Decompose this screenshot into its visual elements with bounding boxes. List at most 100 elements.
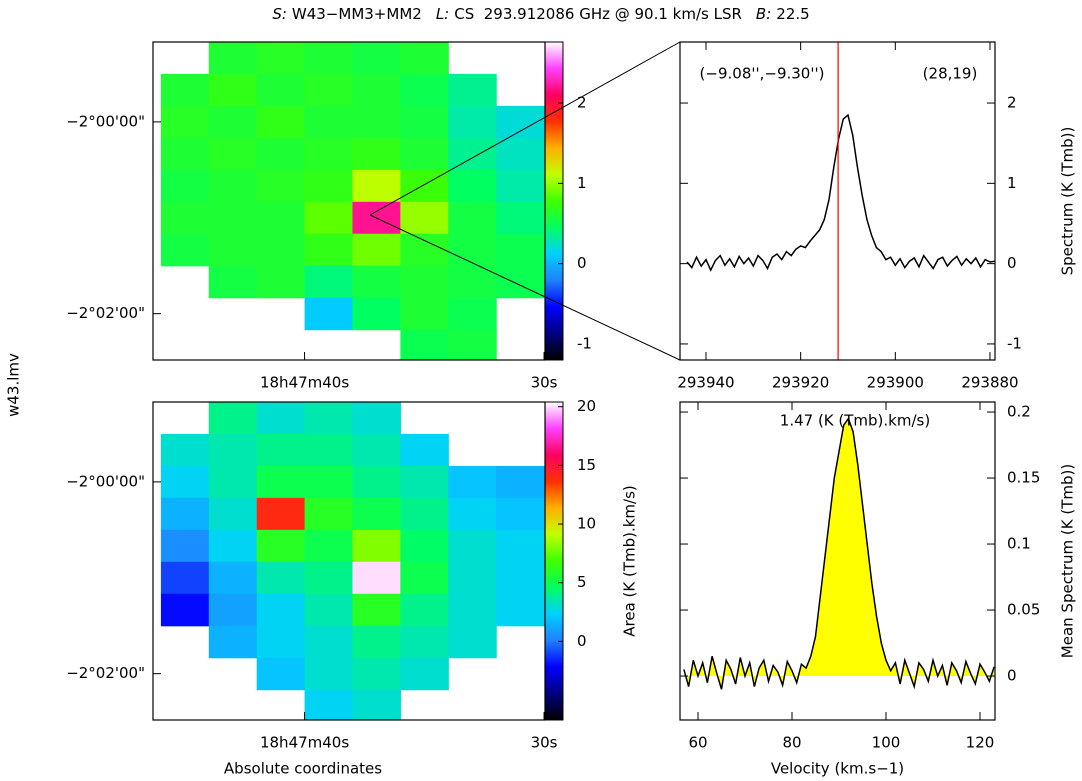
map-cell (448, 169, 497, 203)
map-cell (400, 433, 449, 467)
colorbar-label: Area (K (Tmb).km/s) (621, 485, 639, 637)
map-cell (352, 433, 401, 467)
map-cell (400, 625, 449, 659)
x-tick-label: 293940 (677, 374, 734, 392)
map-cell (304, 625, 354, 659)
colorbar-tick-label: 5 (577, 573, 587, 591)
y-tick-label: 0.15 (1007, 469, 1040, 487)
map-cell (208, 201, 258, 235)
map-cell (352, 169, 401, 203)
map-cell (352, 73, 401, 107)
y-tick-label: −2°02'00" (66, 304, 145, 322)
x-tick-label: 80 (782, 734, 801, 752)
map-cell (304, 42, 354, 75)
map-cell (304, 105, 354, 139)
y-tick-label: -1 (1007, 334, 1022, 352)
map-cell (400, 105, 449, 139)
y-tick-label: −2°02'00" (66, 664, 145, 682)
map-cell (256, 625, 306, 659)
map-cell (400, 73, 449, 107)
map-cell (352, 297, 401, 331)
x-tick-label: 30s (531, 734, 558, 752)
map-cell (208, 465, 258, 499)
map-cell (256, 529, 306, 563)
x-axis-label: Absolute coordinates (224, 760, 382, 778)
map-cell (208, 497, 258, 531)
map-cell (256, 265, 306, 299)
y-tick-label: 1 (1007, 174, 1017, 192)
map-cell (352, 625, 401, 659)
map-cell (160, 433, 210, 467)
colorbar-tick-label: 2 (577, 94, 587, 112)
map-cell (256, 233, 306, 267)
y-tick-label: 0 (1007, 667, 1017, 685)
x-axis-label: Velocity (km.s−1) (771, 760, 904, 778)
map-cell (352, 657, 401, 691)
x-tick-label: 293880 (961, 374, 1018, 392)
map-cell (400, 657, 449, 691)
map-cell (208, 137, 258, 171)
plot-area (160, 402, 545, 720)
connector-line (369, 214, 681, 361)
map-cell (448, 265, 497, 299)
map-cell (448, 105, 497, 139)
map-cell (256, 402, 306, 435)
map-cell (352, 465, 401, 499)
title-key: L: (436, 5, 449, 23)
map-cell (352, 105, 401, 139)
map-cell (448, 593, 497, 627)
map-cell (448, 73, 497, 107)
map-cell (400, 329, 449, 360)
map-cell (352, 529, 401, 563)
map-cell (400, 497, 449, 531)
y-tick-label: 0 (1007, 254, 1017, 272)
map-cell (400, 529, 449, 563)
y-tick-label: 0.05 (1007, 601, 1040, 619)
spectrum-line (686, 113, 995, 272)
map-cell (400, 42, 449, 75)
map-cell (304, 593, 354, 627)
colorbar-tick-label: 1 (577, 174, 587, 192)
map-cell (304, 465, 354, 499)
map-cell (496, 561, 545, 595)
map-cell (352, 593, 401, 627)
map-cell (256, 433, 306, 467)
map-cell (352, 233, 401, 267)
colorbar (544, 41, 564, 361)
y-tick-label: −2°00'00" (66, 472, 145, 490)
map-cell (496, 465, 545, 499)
map-cell (256, 169, 306, 203)
colorbar-tick-label: 20 (577, 397, 596, 415)
map-cell (448, 297, 497, 331)
map-cell (256, 73, 306, 107)
connector-line (369, 41, 681, 216)
x-tick-label: 293900 (867, 374, 924, 392)
map-cell (304, 529, 354, 563)
x-tick-label: 120 (966, 734, 995, 752)
map-cell (256, 657, 306, 691)
map-cell (304, 657, 354, 691)
colorbar-tick-label: 10 (577, 515, 596, 533)
side-label: w43.lmv (5, 353, 23, 417)
map-cell (304, 497, 354, 531)
map-cell (304, 73, 354, 107)
map-cell (160, 73, 210, 107)
map-cell (448, 201, 497, 235)
plot-frame (152, 41, 546, 361)
map-cell (352, 137, 401, 171)
map-cell (256, 497, 306, 531)
map-cell (352, 42, 401, 75)
map-cell (352, 265, 401, 299)
map-cell (256, 201, 306, 235)
map-cell (160, 529, 210, 563)
y-axis-label: Spectrum (K (Tmb)) (1059, 127, 1077, 276)
map-cell (448, 497, 497, 531)
y-tick-label: −2°00'00" (66, 112, 145, 130)
x-tick-label: 18h47m40s (260, 374, 349, 392)
map-cell (400, 593, 449, 627)
colorbar-tick-label: -1 (577, 334, 592, 352)
map-cell (304, 402, 354, 435)
title-beam: 22.5 (776, 5, 809, 23)
colorbar-tick-label: 0 (577, 254, 587, 272)
